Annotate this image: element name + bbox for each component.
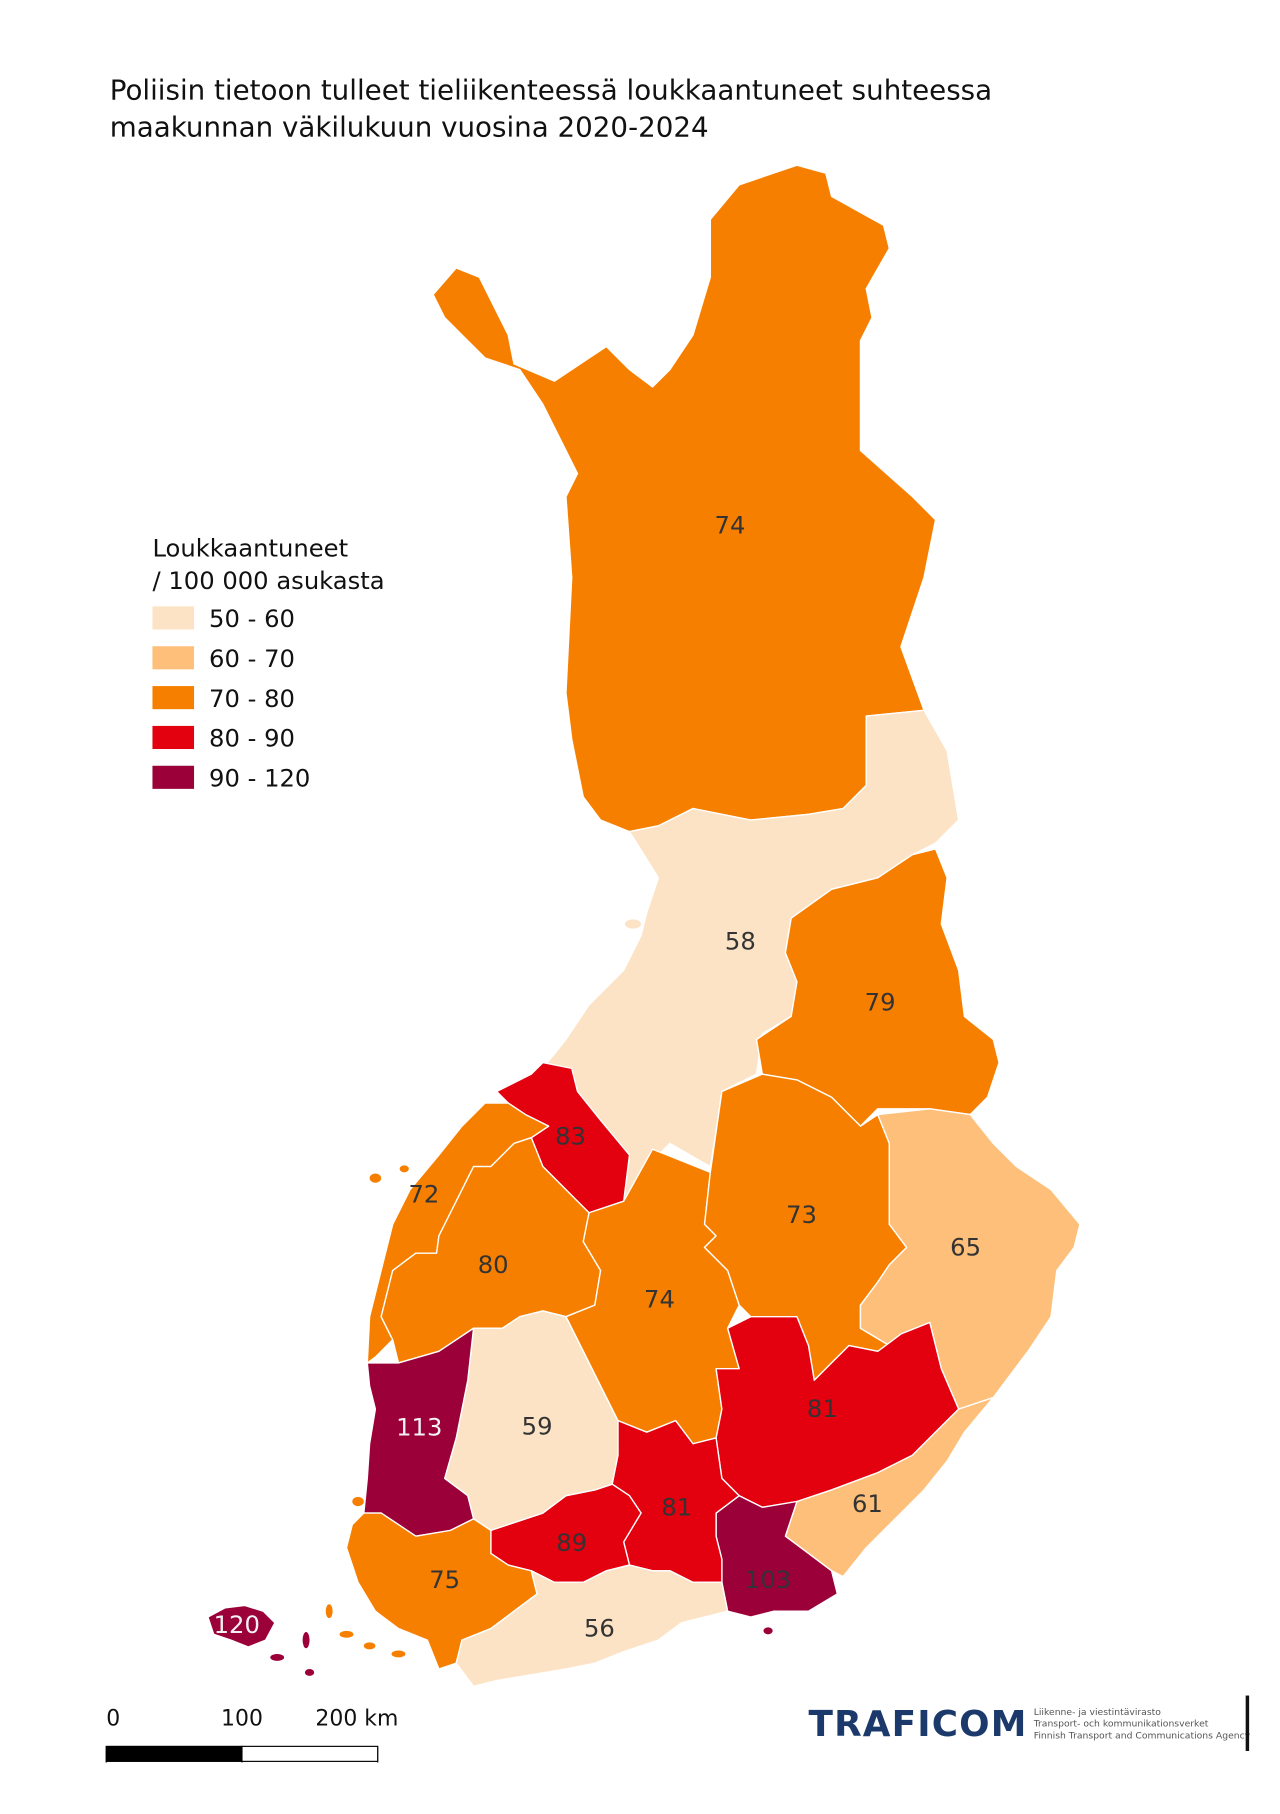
region-value-label: 61: [852, 1489, 883, 1518]
region-value-label: 120: [214, 1610, 260, 1639]
legend-label: 90 - 120: [209, 764, 310, 793]
legend-swatch: [152, 765, 195, 789]
island: [763, 1627, 773, 1635]
region: [755, 848, 1000, 1127]
legend-swatch: [152, 646, 195, 670]
legend-label: 80 - 90: [209, 724, 295, 753]
island: [270, 1653, 285, 1661]
logo-text: Finnish Transport and Communications Age…: [1034, 1730, 1251, 1741]
legend-title: / 100 000 asukasta: [152, 566, 384, 595]
map-root: Poliisin tietoon tulleet tieliikenteessä…: [105, 73, 1251, 1763]
region-value-label: 83: [555, 1122, 586, 1151]
region-value-label: 79: [865, 988, 896, 1017]
island: [304, 1668, 315, 1676]
region-value-label: 72: [408, 1179, 439, 1208]
logo-text: Liikenne- ja viestintävirasto: [1034, 1707, 1162, 1718]
region-value-label: 113: [396, 1413, 442, 1442]
logo-text: Transport- och kommunikationsverket: [1033, 1719, 1209, 1730]
title-line: Poliisin tietoon tulleet tieliikenteessä…: [110, 73, 992, 106]
legend-label: 50 - 60: [209, 604, 295, 633]
region-value-label: 58: [725, 926, 756, 955]
region: [455, 1564, 729, 1687]
legend-swatch: [152, 606, 195, 630]
island: [302, 1632, 310, 1649]
legend-swatch: [152, 725, 195, 750]
islands: [270, 919, 773, 1676]
legend-title: Loukkaantuneet: [152, 534, 348, 563]
scale-label: 200 km: [315, 1707, 398, 1732]
scale-segment: [241, 1745, 379, 1762]
region-value-label: 74: [715, 511, 746, 540]
legend-swatch: [152, 686, 195, 710]
scale-label: 100: [221, 1707, 263, 1732]
region: [207, 1604, 276, 1648]
region-value-label: 81: [807, 1394, 838, 1423]
island: [352, 1496, 364, 1507]
region-value-label: 73: [786, 1200, 817, 1229]
island: [369, 1173, 382, 1183]
island: [363, 1642, 376, 1650]
regions: 74 58 79 83 72 80 74 73 65 81 61 103 81 89 59 113 75 56 12…: [207, 164, 1081, 1687]
island: [624, 919, 642, 929]
legend: 50 - 60 60 - 70 70 - 80 80 - 90 90 - 120: [152, 604, 310, 793]
island: [325, 1604, 333, 1619]
island: [399, 1165, 409, 1173]
legend-label: 70 - 80: [209, 684, 295, 713]
region-value-label: 80: [478, 1250, 509, 1279]
region-value-label: 59: [522, 1412, 553, 1441]
region-value-label: 89: [556, 1528, 587, 1557]
region: [432, 164, 937, 833]
region-value-label: 56: [584, 1614, 615, 1643]
island: [339, 1630, 354, 1638]
region-value-label: 103: [745, 1565, 791, 1594]
scale-bar: 0 100 200 km: [105, 1707, 398, 1763]
scale-segment: [105, 1745, 243, 1762]
region-value-label: 74: [644, 1284, 675, 1313]
logo-wordmark: TRAFICOM: [809, 1704, 1028, 1745]
title-line: maakunnan väkilukuun vuosina 2020-2024: [110, 110, 709, 143]
region-value-label: 81: [661, 1492, 692, 1521]
region-value-label: 75: [429, 1565, 460, 1594]
island: [391, 1650, 406, 1658]
region-value-label: 65: [950, 1232, 981, 1261]
legend-label: 60 - 70: [209, 644, 295, 673]
scale-label: 0: [106, 1707, 120, 1732]
region: [542, 709, 960, 1202]
